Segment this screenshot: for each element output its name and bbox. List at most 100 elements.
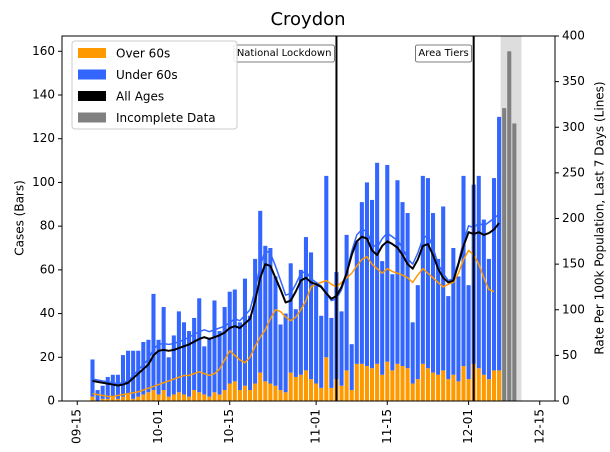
- y2-tick-label: 300: [562, 120, 585, 134]
- bar: [466, 285, 471, 380]
- bar: [95, 390, 100, 401]
- bar: [400, 366, 405, 401]
- bar: [227, 383, 232, 401]
- bar: [319, 315, 324, 388]
- bar: [253, 383, 258, 401]
- bar: [278, 390, 283, 401]
- y-tick-label: 120: [32, 131, 55, 145]
- bar: [497, 116, 502, 371]
- y-axis-label: Cases (Bars): [13, 180, 27, 256]
- bar: [115, 374, 120, 399]
- bar: [217, 394, 222, 401]
- bar: [359, 363, 364, 401]
- y2-axis-label: Rate Per 100k Population, Last 7 Days (L…: [593, 81, 607, 354]
- bar: [451, 248, 456, 375]
- bar: [456, 276, 461, 382]
- bar: [105, 376, 110, 399]
- rate-line: [92, 222, 500, 387]
- bar: [314, 383, 319, 401]
- bar: [263, 245, 268, 382]
- y-tick-label: 0: [47, 394, 55, 408]
- y-tick-label: 100: [32, 175, 55, 189]
- bar: [461, 175, 466, 367]
- bar: [146, 339, 151, 393]
- legend-label: Under 60s: [116, 68, 178, 82]
- bar: [481, 219, 486, 375]
- legend-label: All Ages: [116, 90, 164, 104]
- bar: [100, 385, 105, 399]
- bar: [141, 394, 146, 401]
- bar: [258, 210, 263, 373]
- bar: [273, 276, 278, 386]
- bar: [161, 307, 166, 391]
- bar: [415, 285, 420, 380]
- bar: [232, 289, 237, 382]
- bar: [242, 385, 248, 401]
- bar: [283, 313, 288, 393]
- bar: [110, 374, 115, 397]
- bar: [461, 366, 466, 401]
- bar: [410, 383, 415, 401]
- bar: [115, 398, 120, 401]
- bar: [446, 296, 451, 380]
- incomplete-bar: [512, 123, 517, 402]
- bar: [237, 390, 242, 401]
- bar: [171, 394, 176, 401]
- bar: [156, 394, 161, 401]
- bar: [90, 359, 95, 397]
- annotation-label: Area Tiers: [418, 48, 468, 59]
- x-tick-label: 12-15: [532, 409, 546, 444]
- bar: [329, 317, 334, 388]
- bar: [248, 390, 253, 401]
- incomplete-bar: [507, 51, 512, 401]
- y2-tick-label: 350: [562, 74, 585, 88]
- bar: [222, 307, 227, 391]
- bar: [329, 387, 334, 401]
- bar: [268, 383, 273, 401]
- bar: [248, 315, 253, 391]
- bar: [380, 261, 385, 375]
- bar: [446, 379, 451, 401]
- y2-tick-label: 250: [562, 165, 585, 179]
- bar: [258, 372, 263, 401]
- y2-tick-label: 100: [562, 302, 585, 316]
- bar: [90, 396, 95, 401]
- bar: [486, 258, 491, 380]
- bar: [187, 331, 192, 397]
- bar: [166, 396, 171, 401]
- bar: [151, 293, 156, 391]
- bar: [151, 390, 156, 401]
- legend-label: Incomplete Data: [116, 111, 216, 125]
- bar: [131, 398, 136, 401]
- y-tick-label: 60: [40, 262, 55, 276]
- annotation-label: National Lockdown: [237, 48, 332, 59]
- bar: [156, 339, 161, 395]
- bar: [314, 282, 319, 384]
- y2-tick-label: 150: [562, 257, 585, 271]
- bar: [385, 164, 390, 362]
- rate-line: [92, 249, 495, 398]
- bar: [217, 331, 222, 395]
- bar: [497, 370, 502, 401]
- bar: [354, 363, 359, 401]
- y2-tick-label: 50: [562, 348, 577, 362]
- x-tick-label: 10-15: [222, 409, 236, 444]
- bar: [375, 363, 380, 401]
- bar: [146, 392, 151, 401]
- bar: [293, 376, 298, 401]
- y-tick-label: 40: [40, 306, 55, 320]
- bar: [278, 324, 283, 391]
- bar: [202, 394, 207, 401]
- bar: [253, 258, 258, 384]
- bar: [166, 357, 171, 397]
- bar: [232, 381, 237, 401]
- bar: [339, 385, 344, 401]
- annotation-box: [415, 44, 473, 63]
- bar: [405, 213, 410, 369]
- x-tick-label: 11-15: [380, 409, 394, 444]
- x-tick-label: 11-01: [309, 409, 323, 444]
- bar: [120, 396, 126, 401]
- bar: [369, 199, 375, 369]
- legend-swatch: [78, 69, 106, 80]
